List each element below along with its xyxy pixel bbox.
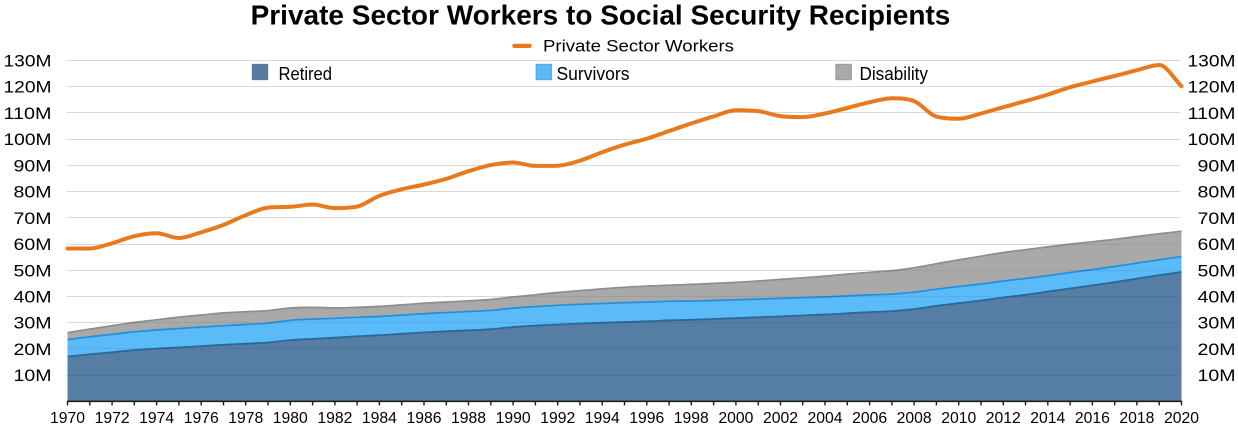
svg-text:40M: 40M (1198, 288, 1236, 307)
svg-text:1974: 1974 (139, 410, 174, 427)
svg-text:110M: 110M (1188, 104, 1236, 123)
svg-text:1990: 1990 (496, 410, 531, 427)
svg-text:Private Sector Workers: Private Sector Workers (543, 37, 734, 56)
svg-text:10M: 10M (14, 366, 52, 385)
svg-text:1988: 1988 (451, 410, 486, 427)
svg-text:1982: 1982 (317, 410, 352, 427)
svg-text:Disability: Disability (860, 64, 929, 84)
svg-text:2014: 2014 (1030, 410, 1065, 427)
svg-text:2020: 2020 (1164, 410, 1199, 427)
svg-text:120M: 120M (1188, 78, 1236, 97)
svg-text:1996: 1996 (629, 410, 664, 427)
svg-text:110M: 110M (4, 104, 52, 123)
svg-text:90M: 90M (1198, 156, 1236, 175)
svg-text:100M: 100M (1188, 130, 1236, 149)
svg-text:130M: 130M (1188, 52, 1236, 71)
svg-text:2008: 2008 (897, 410, 932, 427)
svg-text:20M: 20M (14, 340, 52, 359)
svg-text:20M: 20M (1198, 340, 1236, 359)
svg-text:30M: 30M (1198, 314, 1236, 333)
svg-text:1976: 1976 (184, 410, 219, 427)
svg-text:Private Sector Workers to Soci: Private Sector Workers to Social Securit… (251, 0, 951, 31)
svg-text:1978: 1978 (228, 410, 263, 427)
svg-text:80M: 80M (14, 183, 52, 202)
svg-text:50M: 50M (14, 261, 52, 280)
svg-text:1998: 1998 (674, 410, 709, 427)
svg-text:40M: 40M (14, 288, 52, 307)
svg-text:Survivors: Survivors (557, 64, 630, 84)
svg-text:120M: 120M (4, 78, 52, 97)
svg-text:2016: 2016 (1075, 410, 1110, 427)
svg-text:70M: 70M (14, 209, 52, 228)
svg-text:70M: 70M (1198, 209, 1236, 228)
svg-text:Retired: Retired (279, 64, 333, 84)
svg-text:1994: 1994 (585, 410, 620, 427)
svg-text:2002: 2002 (763, 410, 798, 427)
svg-text:2006: 2006 (852, 410, 887, 427)
svg-text:30M: 30M (14, 314, 52, 333)
svg-text:2010: 2010 (941, 410, 976, 427)
svg-text:100M: 100M (4, 130, 52, 149)
svg-text:10M: 10M (1198, 366, 1236, 385)
svg-text:2018: 2018 (1119, 410, 1154, 427)
svg-text:1986: 1986 (407, 410, 442, 427)
svg-text:1984: 1984 (362, 410, 397, 427)
svg-text:1980: 1980 (273, 410, 308, 427)
svg-text:2000: 2000 (718, 410, 753, 427)
svg-text:1992: 1992 (540, 410, 575, 427)
svg-text:50M: 50M (1198, 261, 1236, 280)
svg-text:60M: 60M (14, 235, 52, 254)
svg-text:90M: 90M (14, 156, 52, 175)
svg-text:60M: 60M (1198, 235, 1236, 254)
svg-text:2004: 2004 (808, 410, 843, 427)
svg-text:1972: 1972 (95, 410, 130, 427)
svg-text:130M: 130M (4, 52, 52, 71)
svg-text:80M: 80M (1198, 183, 1236, 202)
svg-text:2012: 2012 (986, 410, 1021, 427)
svg-text:1970: 1970 (50, 410, 85, 427)
